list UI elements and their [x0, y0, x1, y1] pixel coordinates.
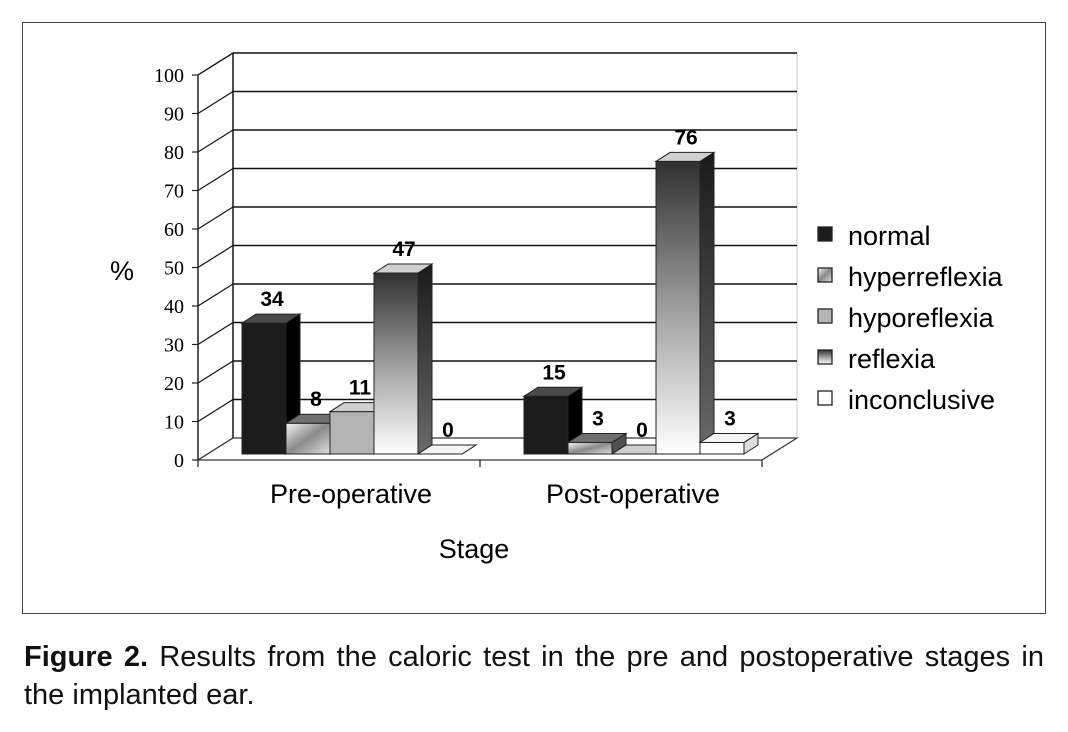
gridline-side: [197, 321, 234, 346]
gridline-side: [197, 244, 234, 269]
caption-text: Results from the caloric test in the pre…: [24, 641, 1044, 711]
data-label: 3: [724, 407, 736, 430]
bar-inconclusive: [699, 441, 745, 455]
bar-reflexia-top: [372, 263, 434, 274]
bar-hyporeflexia: [329, 411, 375, 455]
x-axis-label: Stage: [439, 534, 510, 564]
y-tick-label: 0: [174, 450, 184, 472]
gridline-side: [197, 90, 234, 115]
y-axis-label: %: [110, 256, 134, 286]
legend-swatch-hyporeflexia: [817, 308, 833, 324]
legend-label-normal: normal: [848, 221, 931, 251]
bar-normal-top: [240, 313, 302, 324]
y-tick-label: 80: [164, 142, 184, 164]
bar-reflexia: [655, 160, 701, 455]
bar-hyperreflexia-top: [566, 432, 628, 443]
caption-label: Figure 2.: [24, 641, 149, 673]
bar-normal: [523, 395, 569, 455]
data-label: 11: [349, 377, 372, 400]
bar-reflexia-top: [654, 151, 716, 162]
legend-swatch-normal: [817, 226, 833, 242]
bar-inconclusive-top: [698, 432, 760, 443]
y-tick-label: 50: [164, 258, 184, 280]
bar-normal-top: [522, 386, 584, 397]
bar-hyperreflexia: [567, 441, 613, 455]
figure-caption: Figure 2. Results from the caloric test …: [24, 638, 1044, 714]
bar-inconclusive-top: [416, 444, 478, 455]
bar-chart: 0102030405060708090100%34811470Pre-opera…: [110, 51, 1004, 564]
legend-swatch-reflexia: [817, 349, 833, 365]
gridline-side: [197, 398, 234, 423]
data-label: 0: [636, 419, 648, 442]
bar-reflexia-side: [699, 151, 715, 455]
legend-label-inconclusive: inconclusive: [848, 385, 995, 415]
legend-label-hyperreflexia: hyperreflexia: [848, 262, 1004, 292]
legend-label-hyporeflexia: hyporeflexia: [848, 303, 995, 333]
x-category-label: Post-operative: [546, 479, 720, 509]
data-label: 34: [260, 288, 284, 311]
data-label: 3: [592, 407, 604, 430]
bar-reflexia: [373, 272, 419, 455]
legend-swatch-hyperreflexia: [817, 267, 833, 283]
legend-label-reflexia: reflexia: [848, 344, 936, 374]
bar-normal: [241, 322, 287, 455]
data-label: 76: [674, 126, 697, 149]
gridline-side: [197, 360, 234, 384]
y-tick-label: 30: [164, 335, 184, 357]
chart-frame: [22, 22, 1046, 614]
data-label: 47: [392, 238, 415, 261]
y-tick-label: 90: [164, 104, 184, 126]
y-tick-label: 70: [164, 181, 184, 203]
bar-hyperreflexia: [285, 422, 331, 455]
gridline-side: [197, 129, 234, 153]
y-tick-label: 40: [164, 296, 184, 318]
y-tick-label: 60: [164, 219, 184, 241]
data-label: 8: [310, 388, 322, 411]
y-tick-label: 100: [154, 65, 184, 87]
bar-reflexia-side: [417, 263, 433, 455]
x-category-label: Pre-operative: [270, 479, 432, 509]
gridline-side: [197, 206, 234, 230]
y-tick-label: 20: [164, 373, 184, 395]
gridline-side: [197, 52, 234, 76]
legend-swatch-inconclusive: [817, 390, 833, 406]
gridline-side: [197, 167, 234, 192]
data-label: 0: [442, 419, 454, 442]
gridline-side: [197, 283, 234, 307]
data-label: 15: [542, 361, 566, 384]
y-tick-label: 10: [164, 412, 184, 434]
